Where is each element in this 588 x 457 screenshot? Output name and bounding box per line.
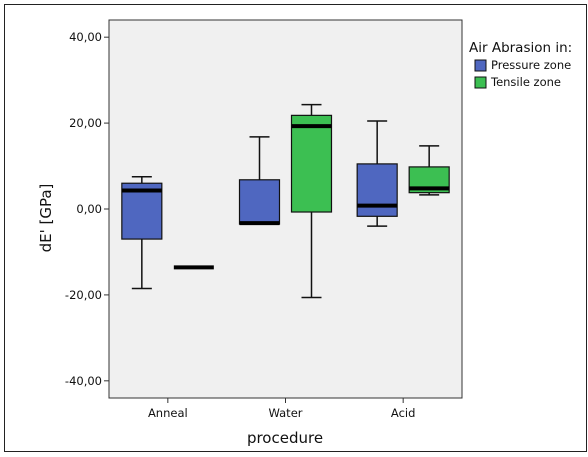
box-anneal-pressure <box>121 176 163 290</box>
x-tick-label: Water <box>269 406 303 420</box>
x-tick-label: Acid <box>391 406 415 420</box>
iqr-box <box>356 163 398 217</box>
y-tick-label: 0,00 <box>76 202 102 216</box>
y-tick-label: -40,00 <box>65 374 102 388</box>
x-axis-label: procedure <box>247 429 323 447</box>
boxplot-chart: -40,00 -20,00 0,00 20,00 40,00 Anneal Water Ac… <box>37 19 572 447</box>
box-acid-pressure <box>356 120 398 227</box>
chart-frame: -40,00 -20,00 0,00 20,00 40,00 Anneal Water Ac… <box>4 4 587 452</box>
y-axis-label: dE' [GPa] <box>37 184 55 253</box>
plot-area <box>108 19 463 399</box>
y-tick-label: -20,00 <box>65 288 102 302</box>
legend: Air Abrasion in: Pressure zone Tensile z… <box>469 40 572 89</box>
iqr-box <box>238 179 281 225</box>
legend-title: Air Abrasion in: <box>469 40 572 56</box>
box-water-pressure <box>238 136 281 226</box>
legend-swatch-pressure <box>474 59 487 72</box>
y-tick-label: 40,00 <box>69 30 102 44</box>
box-water-tensile <box>290 103 333 299</box>
legend-swatch-tensile <box>474 76 487 89</box>
legend-label-pressure: Pressure zone <box>491 58 571 72</box>
iqr-box <box>121 182 163 240</box>
box-series <box>121 103 450 299</box>
legend-label-tensile: Tensile zone <box>490 75 561 89</box>
y-axis-ticks: -40,00 -20,00 0,00 20,00 40,00 <box>65 30 109 388</box>
y-tick-label: 20,00 <box>69 116 102 130</box>
x-axis-ticks: Anneal Water Acid <box>148 398 415 420</box>
iqr-box <box>290 114 333 213</box>
x-tick-label: Anneal <box>148 406 188 420</box>
box-acid-tensile <box>408 145 450 196</box>
